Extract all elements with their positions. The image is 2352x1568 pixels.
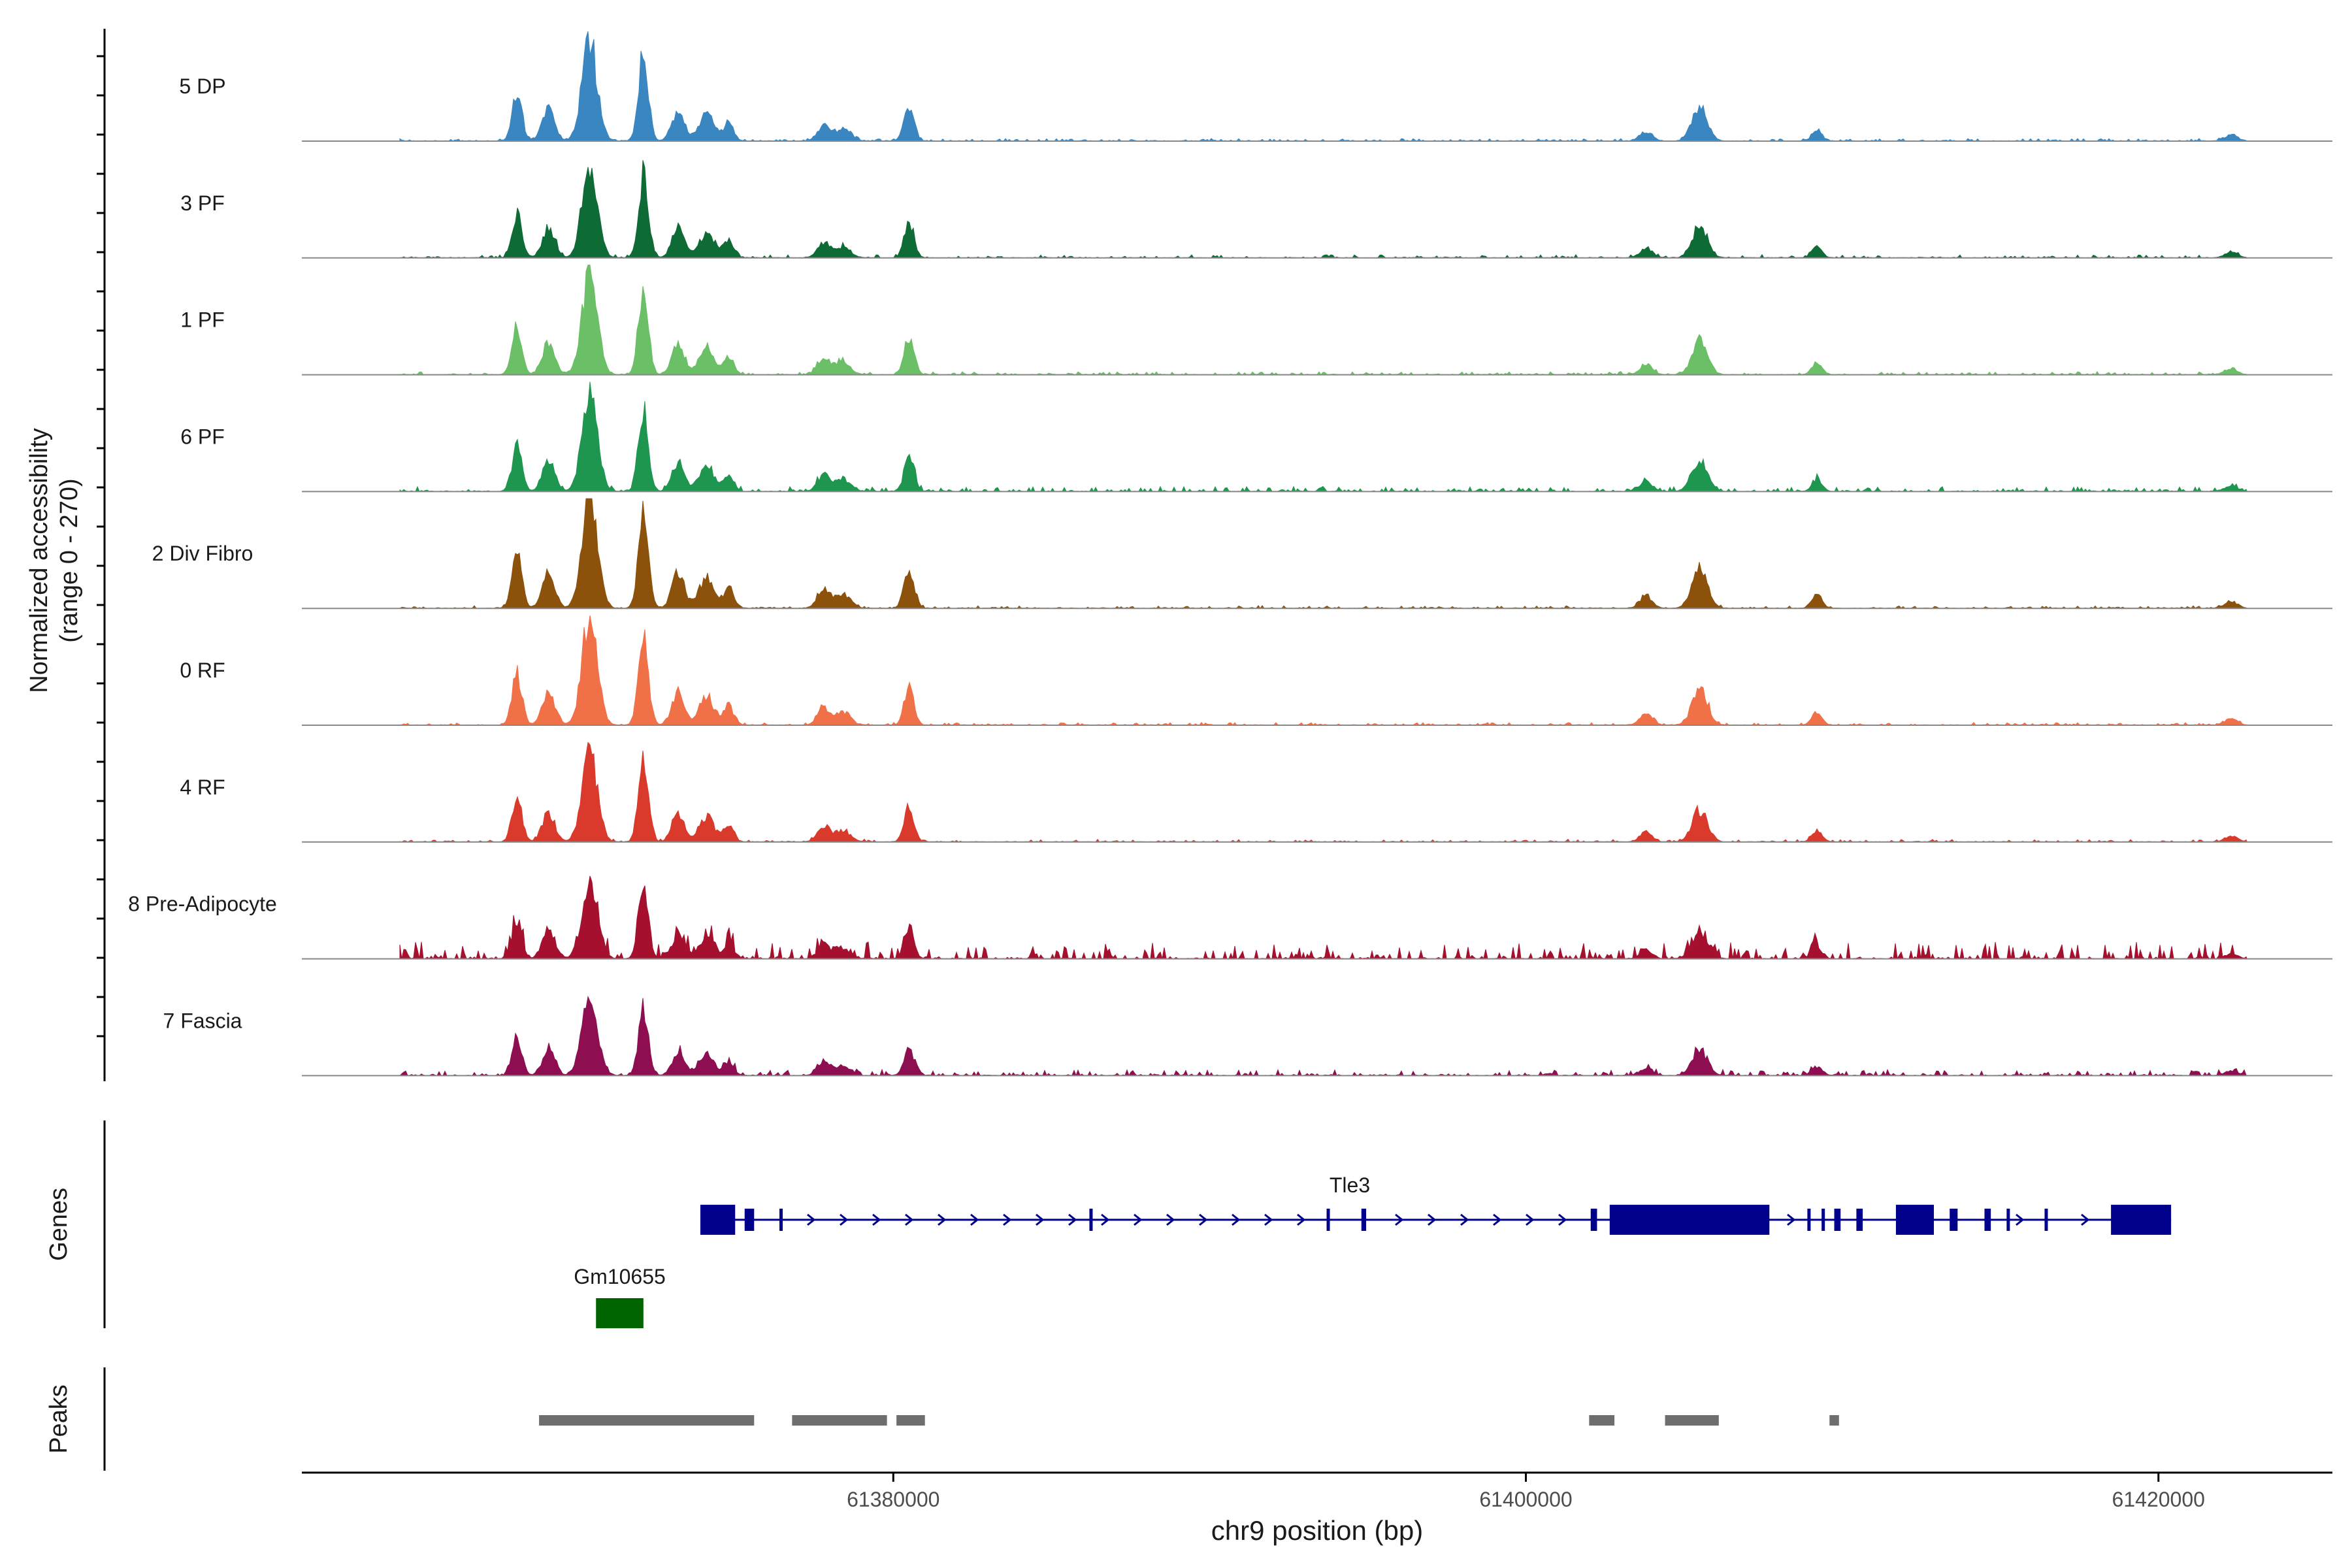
strand-chevron: [872, 1213, 881, 1226]
peaks-panel: Peaks: [45, 1367, 1839, 1471]
strand-chevron: [1101, 1213, 1110, 1226]
exon: [1856, 1209, 1863, 1231]
track-label: 4 RF: [180, 776, 225, 799]
strand-chevron: [905, 1213, 914, 1226]
strand-chevron: [2016, 1213, 2025, 1226]
strand-chevron: [1526, 1213, 1535, 1226]
peak-region: [896, 1415, 925, 1426]
strand-chevron: [1199, 1213, 1208, 1226]
exon: [779, 1209, 783, 1231]
track-signal: [399, 382, 2248, 493]
track-2: 3 PF: [180, 160, 2332, 259]
strand-chevron: [1232, 1213, 1241, 1226]
track-signal: [399, 875, 2248, 960]
strand-chevron: [1558, 1213, 1567, 1226]
track-label: 2 Div Fibro: [152, 542, 253, 565]
x-axis-ticks: 61380000 61400000 61420000: [847, 1473, 2205, 1511]
track-signal: [399, 31, 2248, 142]
gene-label: Gm10655: [574, 1265, 666, 1288]
track-label: 0 RF: [180, 659, 225, 682]
track-signal: [399, 615, 2249, 726]
exon: [1821, 1209, 1825, 1231]
exon: [1834, 1209, 1841, 1231]
track-7: 4 RF: [180, 742, 2332, 843]
strand-chevron: [807, 1213, 816, 1226]
peak-regions: [539, 1415, 1839, 1426]
exon: [744, 1209, 755, 1231]
peak-region: [539, 1415, 755, 1426]
y-axis-label-line1: Normalized accessibility: [25, 428, 53, 693]
strand-chevron: [2081, 1213, 2090, 1226]
track-8: 8 Pre-Adipocyte: [128, 875, 2332, 960]
exon: [1089, 1209, 1093, 1231]
track-label: 3 PF: [180, 191, 225, 215]
track-label: 7 Fascia: [163, 1009, 242, 1032]
track-signal: [399, 498, 2248, 609]
y-axis-ticks: [97, 55, 105, 1037]
x-axis: 61380000 61400000 61420000 chr9 position (…: [302, 1471, 2332, 1546]
track-6: 0 RF: [180, 615, 2332, 726]
strand-chevron: [1428, 1213, 1437, 1226]
exon: [2111, 1205, 2172, 1235]
strand-chevron: [1036, 1213, 1045, 1226]
coverage-tracks: 5 DP 3 PF 1 PF 6 PF 2 Div Fibro 0 RF 4 RF 8 Pre…: [128, 31, 2332, 1077]
x-axis-label: chr9 position (bp): [1211, 1515, 1424, 1546]
gene-models: Tle3 Gm10655: [574, 1173, 2172, 1328]
strand-chevron: [1068, 1213, 1077, 1226]
peak-region: [1665, 1415, 1719, 1426]
strand-chevron: [1297, 1213, 1306, 1226]
gene-tle3: Tle3: [700, 1173, 2172, 1235]
exon: [1326, 1209, 1330, 1231]
genes-axis-label: Genes: [45, 1188, 73, 1261]
strand-chevron: [1395, 1213, 1404, 1226]
track-9: 7 Fascia: [163, 995, 2332, 1077]
gene-label: Tle3: [1330, 1173, 1370, 1197]
exon: [1950, 1209, 1958, 1231]
track-label: 8 Pre-Adipocyte: [128, 892, 277, 916]
track-3: 1 PF: [180, 265, 2332, 376]
track-signal: [399, 265, 2248, 376]
exon: [1807, 1209, 1811, 1231]
peak-region: [792, 1415, 887, 1426]
exon: [596, 1298, 644, 1328]
track-signal: [399, 995, 2248, 1077]
track-signal: [399, 742, 2248, 843]
track-1: 5 DP: [179, 31, 2332, 142]
exon: [1895, 1205, 1935, 1235]
track-label: 1 PF: [180, 308, 225, 332]
exon: [1609, 1205, 1770, 1235]
strand-chevron: [1493, 1213, 1502, 1226]
strand-chevron: [1787, 1213, 1796, 1226]
strand-chevron: [840, 1213, 849, 1226]
peaks-axis-label: Peaks: [45, 1384, 73, 1454]
y-axis-label-line2: (range 0 - 270): [56, 478, 83, 642]
gene-gm10655: Gm10655: [574, 1265, 666, 1328]
y-axis: Normalized accessibility (range 0 - 270): [25, 29, 106, 1081]
peak-region: [1589, 1415, 1615, 1426]
exon: [2006, 1209, 2010, 1231]
strand-chevron: [1003, 1213, 1012, 1226]
track-4: 6 PF: [180, 382, 2332, 493]
strand-chevron: [938, 1213, 947, 1226]
track-label: 6 PF: [180, 425, 225, 448]
x-tick-label: 61380000: [847, 1488, 939, 1511]
track-5: 2 Div Fibro: [152, 498, 2332, 610]
strand-chevron: [1166, 1213, 1175, 1226]
exon: [2044, 1209, 2048, 1231]
genes-panel: Genes Tle3 Gm10655: [45, 1120, 2172, 1328]
exon: [1590, 1209, 1597, 1231]
strand-chevron: [1134, 1213, 1143, 1226]
exon: [700, 1205, 736, 1235]
exon: [1984, 1209, 1991, 1231]
track-signal: [399, 160, 2248, 259]
strand-chevron: [970, 1213, 979, 1226]
x-tick-label: 61420000: [2112, 1488, 2205, 1511]
exon: [1361, 1209, 1367, 1231]
strand-chevron: [1460, 1213, 1469, 1226]
peak-region: [1829, 1415, 1839, 1426]
strand-chevron: [1264, 1213, 1273, 1226]
x-tick-label: 61400000: [1479, 1488, 1572, 1511]
track-label: 5 DP: [179, 74, 225, 98]
